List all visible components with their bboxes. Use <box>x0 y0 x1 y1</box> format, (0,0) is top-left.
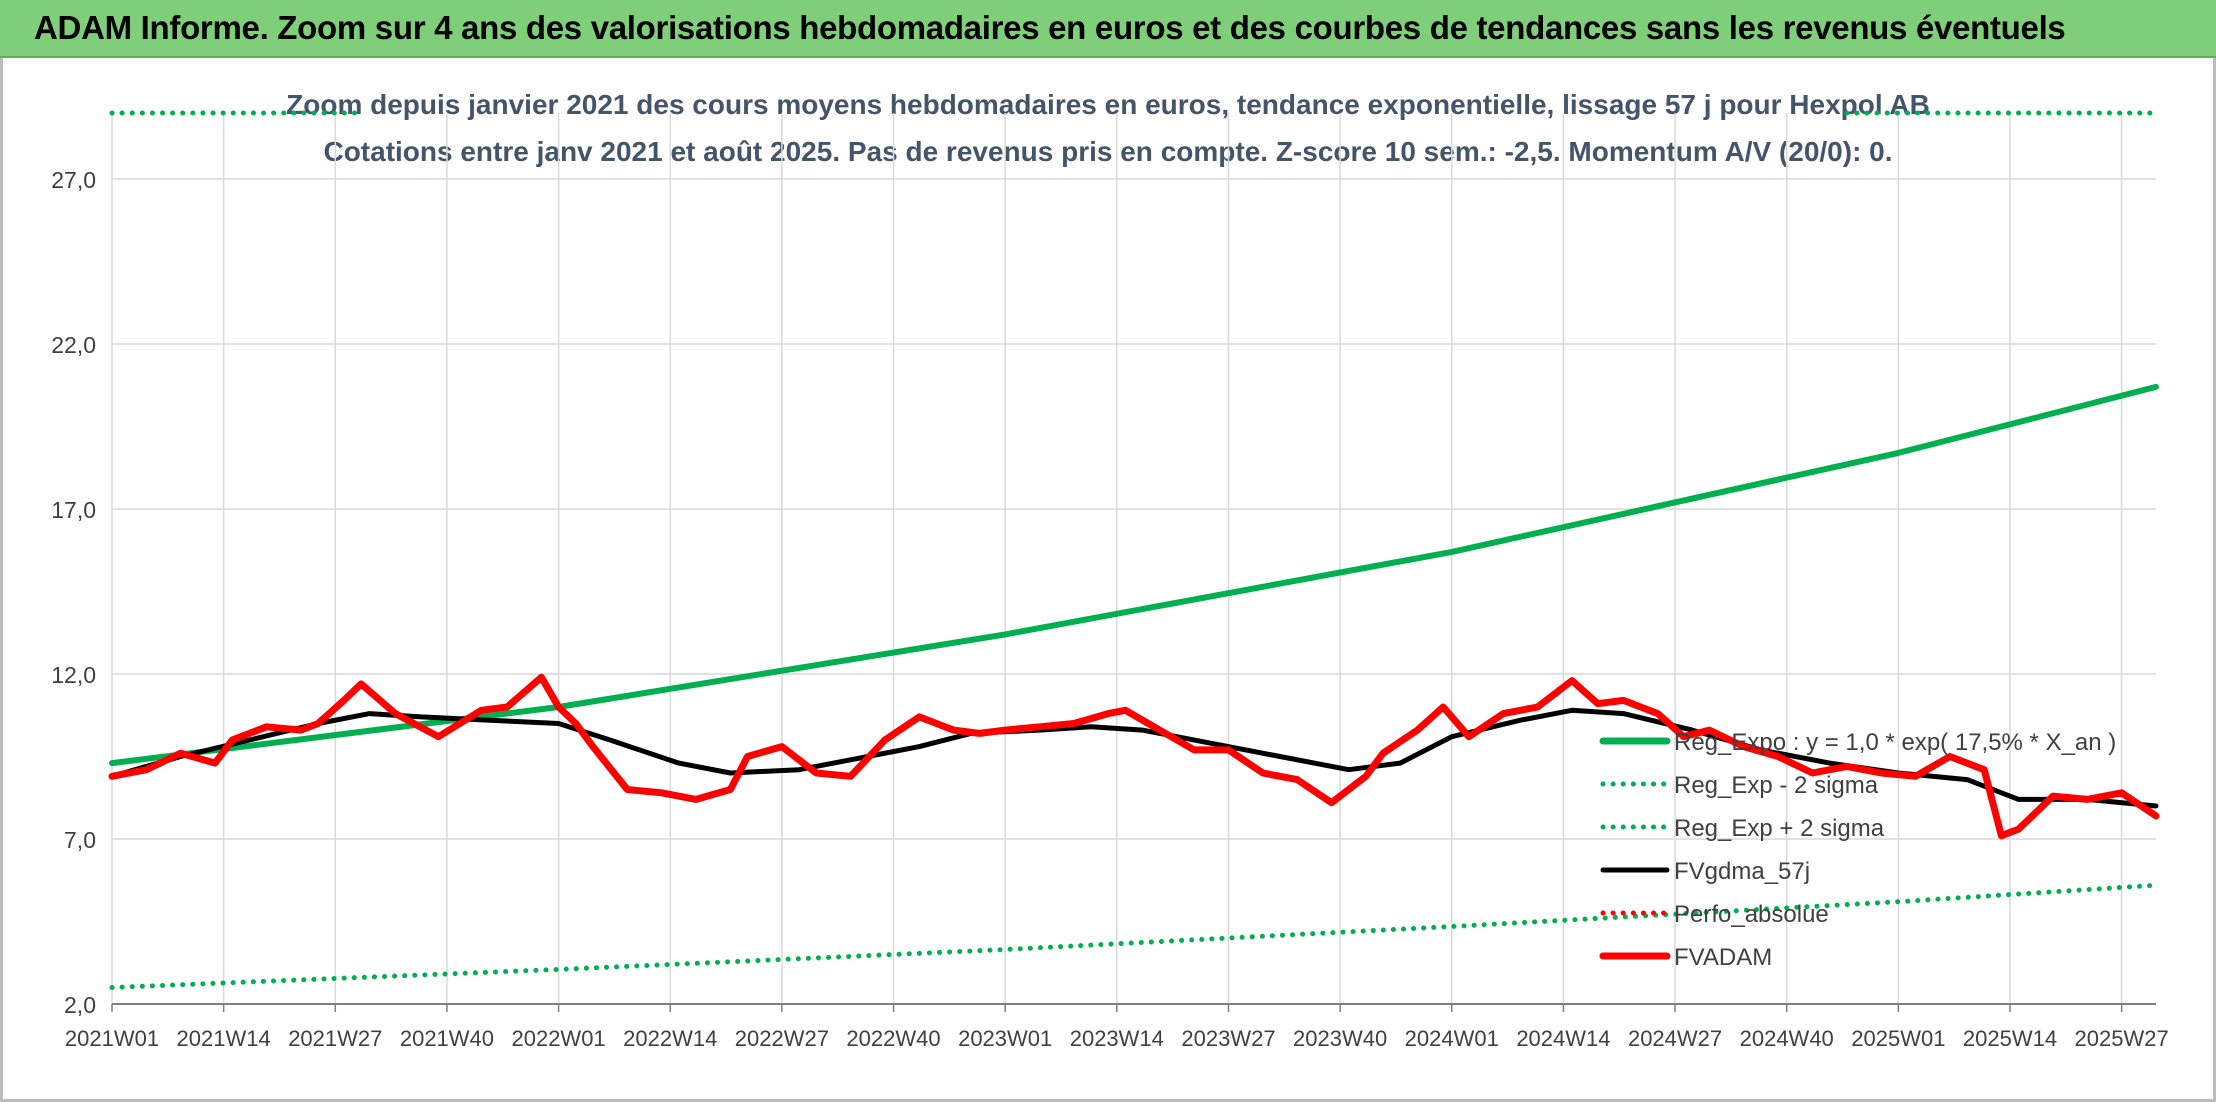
x-tick-label: 2022W14 <box>623 1026 717 1051</box>
x-tick-label: 2025W01 <box>1851 1026 1945 1051</box>
series-line-3 <box>109 707 2159 809</box>
chart-frame <box>0 58 2216 1102</box>
x-tick-label: 2024W40 <box>1740 1026 1834 1051</box>
y-tick-label: 17,0 <box>51 497 96 523</box>
legend-label: Reg_Expo : y = 1,0 * exp( 17,5% * X_an ) <box>1674 729 2116 756</box>
series-line-5 <box>108 673 2160 840</box>
x-tick-label: 2024W14 <box>1516 1026 1610 1051</box>
x-tick-label: 2024W01 <box>1405 1026 1499 1051</box>
legend-label: FVgdma_57j <box>1674 858 1810 885</box>
chart-subtitle: Cotations entre janv 2021 et août 2025. … <box>323 136 1893 167</box>
y-tick-label: 12,0 <box>51 662 96 688</box>
legend-label: Reg_Exp + 2 sigma <box>1674 815 1885 842</box>
y-tick-label: 22,0 <box>51 332 96 358</box>
series-line-1 <box>109 882 2159 990</box>
y-tick-label: 2,0 <box>64 992 96 1018</box>
series-lines <box>108 110 2160 990</box>
x-tick-label: 2022W40 <box>846 1026 940 1051</box>
x-tick-label: 2022W27 <box>735 1026 829 1051</box>
y-tick-label: 27,0 <box>51 167 96 193</box>
x-tick-label: 2021W27 <box>288 1026 382 1051</box>
x-tick-label: 2021W01 <box>65 1026 159 1051</box>
x-tick-label: 2023W01 <box>958 1026 1052 1051</box>
report-title: ADAM Informe. Zoom sur 4 ans des valoris… <box>34 9 2066 46</box>
x-tick-label: 2022W01 <box>511 1026 605 1051</box>
legend: Reg_Expo : y = 1,0 * exp( 17,5% * X_an )… <box>1599 729 2116 971</box>
legend-label: Reg_Exp - 2 sigma <box>1674 772 1879 799</box>
gridlines <box>111 113 2156 1012</box>
x-tick-label: 2024W27 <box>1628 1026 1722 1051</box>
legend-label: Perfo_absolue <box>1674 901 1829 928</box>
x-tick-label: 2023W40 <box>1293 1026 1387 1051</box>
x-tick-label: 2021W14 <box>177 1026 271 1051</box>
y-tick-label: 7,0 <box>64 827 96 853</box>
x-tick-label: 2025W27 <box>2075 1026 2169 1051</box>
report-banner: ADAM Informe. Zoom sur 4 ans des valoris… <box>0 0 2216 58</box>
x-tick-label: 2023W27 <box>1181 1026 1275 1051</box>
x-tick-label: 2025W14 <box>1963 1026 2057 1051</box>
chart-title: Zoom depuis janvier 2021 des cours moyen… <box>286 89 1930 120</box>
series-line-0 <box>109 383 2159 767</box>
legend-label: FVADAM <box>1674 944 1772 971</box>
axis-labels: 2,0 7,0 12,0 17,0 22,0 27,0 2021W01 2021W14 2021… <box>51 167 2169 1051</box>
x-tick-label: 2021W40 <box>400 1026 494 1051</box>
x-tick-label: 2023W14 <box>1070 1026 1164 1051</box>
